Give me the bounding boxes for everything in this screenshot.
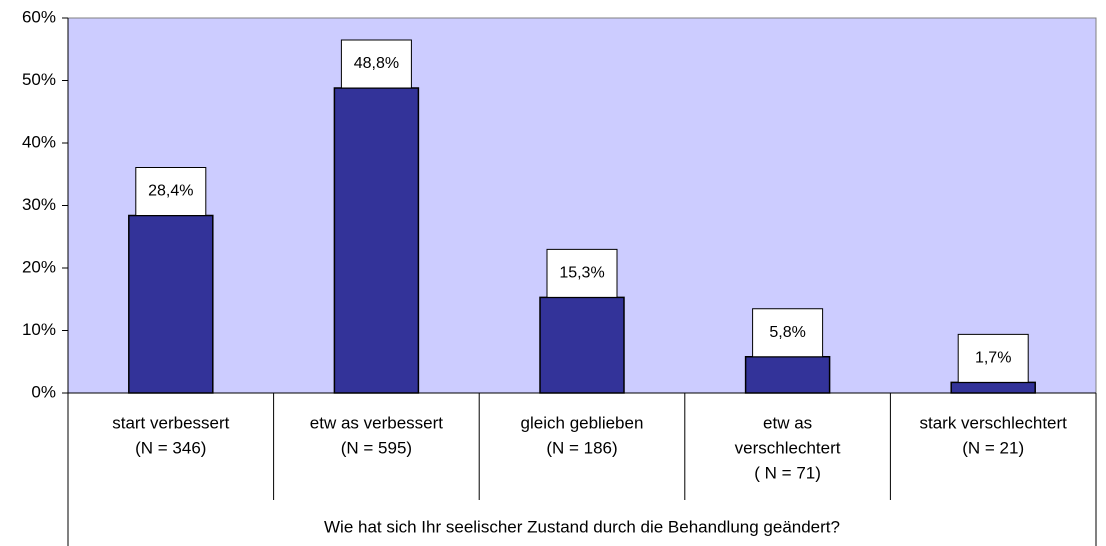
x-tick-label: etw as verbessert bbox=[310, 413, 443, 432]
bar bbox=[333, 87, 420, 394]
x-tick-label: stark verschlechtert bbox=[920, 413, 1068, 432]
value-label: 48,8% bbox=[354, 55, 399, 72]
value-label: 15,3% bbox=[559, 265, 604, 282]
value-label: 5,8% bbox=[769, 324, 805, 341]
x-tick-label: gleich geblieben bbox=[521, 413, 644, 432]
x-tick-label: (N = 595) bbox=[341, 438, 412, 457]
x-tick-label: etw as bbox=[763, 413, 812, 432]
x-tick-label: ( N = 71) bbox=[754, 463, 821, 482]
value-label-box bbox=[135, 167, 207, 216]
value-label-box bbox=[957, 333, 1029, 383]
y-tick-label: 50% bbox=[22, 70, 56, 89]
x-tick-label: (N = 186) bbox=[546, 438, 617, 457]
bar bbox=[128, 214, 214, 394]
value-label-box bbox=[546, 248, 618, 298]
y-tick-label: 60% bbox=[22, 7, 56, 26]
x-tick-label: (N = 21) bbox=[962, 438, 1024, 457]
bar bbox=[950, 381, 1036, 394]
y-tick-label: 10% bbox=[22, 320, 56, 339]
value-label: 28,4% bbox=[148, 183, 193, 200]
x-tick-label: (N = 346) bbox=[135, 438, 206, 457]
y-tick-label: 30% bbox=[22, 195, 56, 214]
value-label-box bbox=[752, 308, 824, 358]
value-label: 1,7% bbox=[975, 350, 1011, 367]
x-tick-label: start verbessert bbox=[112, 413, 229, 432]
x-axis-label: Wie hat sich Ihr seelischer Zustand durc… bbox=[324, 517, 840, 536]
value-label-box bbox=[340, 39, 412, 89]
y-tick-label: 40% bbox=[22, 132, 56, 151]
bar bbox=[539, 296, 625, 394]
x-tick-label: verschlechtert bbox=[735, 438, 841, 457]
y-tick-label: 0% bbox=[31, 382, 56, 401]
bar bbox=[744, 356, 831, 394]
y-tick-label: 20% bbox=[22, 257, 56, 276]
